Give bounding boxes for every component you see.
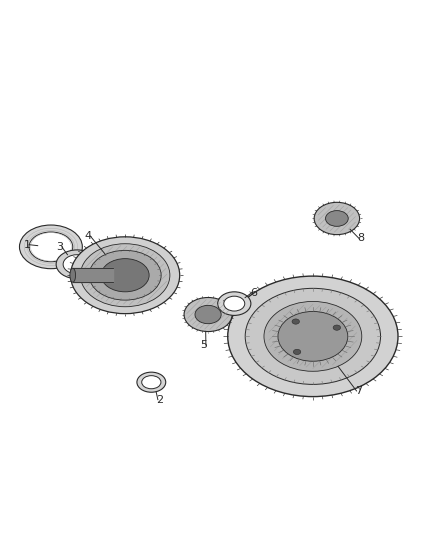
Text: 4: 4 (85, 231, 92, 241)
Ellipse shape (325, 211, 348, 227)
Ellipse shape (264, 302, 362, 372)
Ellipse shape (71, 237, 180, 313)
Ellipse shape (218, 292, 251, 316)
Text: 5: 5 (200, 340, 207, 350)
Ellipse shape (195, 305, 221, 324)
Text: 2: 2 (156, 394, 164, 405)
Text: 7: 7 (355, 386, 362, 396)
Ellipse shape (56, 250, 98, 279)
Ellipse shape (245, 288, 381, 384)
Ellipse shape (224, 296, 245, 311)
Text: 3: 3 (56, 242, 63, 252)
Ellipse shape (89, 251, 161, 300)
Ellipse shape (29, 232, 73, 262)
Text: 8: 8 (357, 233, 364, 243)
Ellipse shape (81, 244, 170, 306)
Ellipse shape (184, 297, 232, 332)
Ellipse shape (278, 311, 348, 361)
Ellipse shape (63, 255, 91, 274)
Ellipse shape (142, 376, 161, 389)
Text: 1: 1 (23, 240, 30, 249)
Ellipse shape (293, 349, 301, 354)
Ellipse shape (314, 203, 360, 235)
Ellipse shape (101, 259, 149, 292)
Ellipse shape (70, 268, 76, 282)
Ellipse shape (137, 372, 166, 392)
Ellipse shape (333, 325, 341, 330)
Ellipse shape (292, 319, 300, 324)
Text: 6: 6 (251, 288, 258, 298)
Ellipse shape (228, 276, 398, 397)
Ellipse shape (19, 225, 82, 269)
